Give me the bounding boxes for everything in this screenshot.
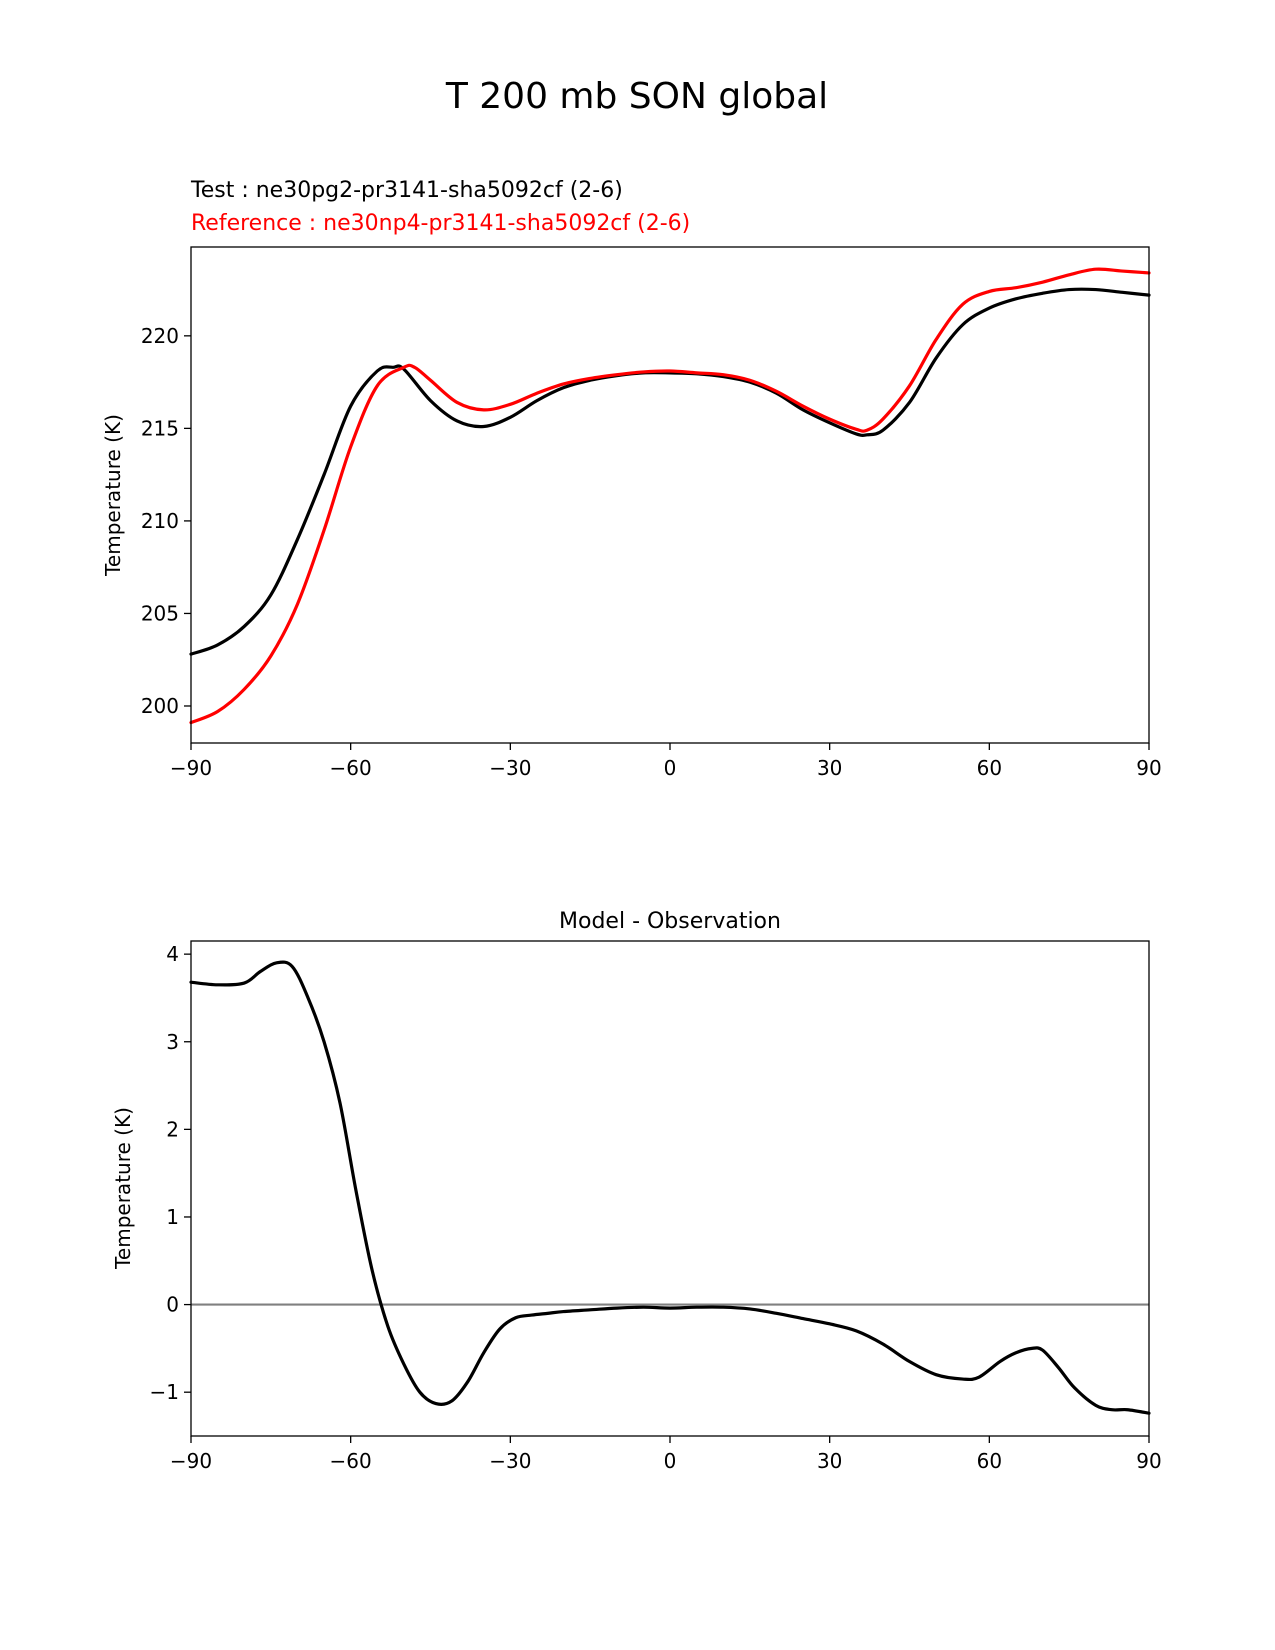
x-tick-label: 60: [977, 756, 1002, 780]
y-axis: 200 205 210 215 220: [141, 324, 191, 718]
reference-title: Reference : ne30np4-pr3141-sha5092cf (2-…: [191, 211, 690, 236]
y-tick-label: −1: [150, 1380, 179, 1404]
series-lines: [189, 267, 1151, 725]
figure-title: T 200 mb SON global: [445, 76, 828, 117]
x-tick-label: 0: [664, 1449, 677, 1473]
x-tick-label: 30: [817, 1449, 842, 1473]
y-axis-label: Temperature (K): [101, 414, 125, 577]
y-tick-label: 3: [166, 1030, 179, 1054]
panel-temperature: −90 −60 −30 0 30 60 90 200 205 210 215 220 Test : …: [101, 178, 1162, 780]
plot-frame: [190, 940, 1150, 1437]
y-tick-label: 2: [166, 1117, 179, 1141]
y-tick-label: 215: [141, 416, 179, 440]
y-tick-label: 1: [166, 1205, 179, 1229]
y-axis: −1 0 1 2 3 4: [150, 942, 191, 1404]
x-tick-label: 30: [817, 756, 842, 780]
x-axis: −90 −60 −30 0 30 60 90: [170, 743, 1162, 780]
x-tick-label: 0: [664, 756, 677, 780]
panel-title: Model - Observation: [559, 909, 781, 934]
test-series-line: [189, 287, 1151, 656]
test-title: Test : ne30pg2-pr3141-sha5092cf (2-6): [190, 178, 623, 203]
x-tick-label: −60: [330, 1449, 372, 1473]
y-tick-label: 210: [141, 509, 179, 533]
x-tick-label: 90: [1136, 1449, 1161, 1473]
x-tick-label: 60: [977, 1449, 1002, 1473]
series-lines: [189, 960, 1151, 1415]
y-tick-label: 220: [141, 324, 179, 348]
y-axis-label: Temperature (K): [111, 1107, 135, 1270]
y-tick-label: 205: [141, 601, 179, 625]
x-tick-label: −90: [170, 756, 212, 780]
y-tick-label: 200: [141, 694, 179, 718]
x-tick-label: −60: [330, 756, 372, 780]
difference-series-line: [189, 960, 1151, 1415]
x-tick-label: −90: [170, 1449, 212, 1473]
x-tick-label: −30: [489, 1449, 531, 1473]
y-tick-label: 4: [166, 942, 179, 966]
x-tick-label: −30: [489, 756, 531, 780]
x-tick-label: 90: [1136, 756, 1161, 780]
x-axis: −90 −60 −30 0 30 60 90: [170, 1436, 1162, 1473]
y-tick-label: 0: [166, 1293, 179, 1317]
panel-difference: −90 −60 −30 0 30 60 90 −1 0 1 2 3 4 Model - Observa…: [111, 909, 1162, 1473]
reference-series-line: [189, 267, 1151, 725]
